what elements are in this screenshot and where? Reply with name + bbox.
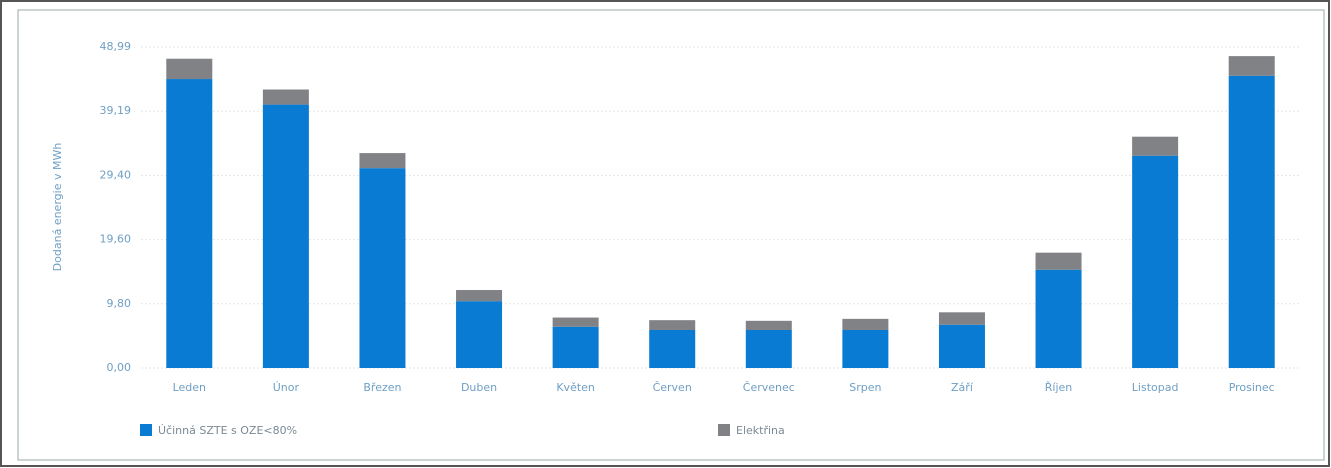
bar-segment <box>359 168 406 368</box>
x-tick-label: Leden <box>173 381 206 394</box>
bar-segment <box>456 301 503 368</box>
x-tick-label: Září <box>951 381 974 394</box>
bar-segment <box>552 326 599 368</box>
y-tick-label: 39,19 <box>100 104 132 117</box>
y-tick-label: 29,40 <box>100 168 132 181</box>
legend-text: Účinná SZTE s OZE<80% <box>158 424 297 437</box>
bar-segment <box>166 79 213 369</box>
bar-segment <box>1228 75 1275 369</box>
bar-segment <box>552 317 599 327</box>
legend-text: Elektřina <box>736 424 785 437</box>
bar-segment <box>649 320 696 330</box>
y-tick-label: 9,80 <box>107 297 132 310</box>
y-axis-label: Dodaná energie v MWh <box>51 143 64 272</box>
bar-segment <box>262 89 309 105</box>
x-tick-label: Únor <box>273 381 300 394</box>
bar-segment <box>842 329 889 368</box>
bar-segment <box>842 318 889 330</box>
legend-swatch <box>718 424 730 436</box>
bar-segment <box>1132 155 1179 368</box>
bar-segment <box>1035 252 1082 270</box>
bar-segment <box>1035 269 1082 368</box>
bar-segment <box>938 312 985 325</box>
bar-segment <box>938 324 985 368</box>
y-tick-label: 48,99 <box>100 40 132 53</box>
x-tick-label: Květen <box>556 381 595 394</box>
x-tick-label: Duben <box>461 381 497 394</box>
chart-frame <box>17 9 1325 461</box>
bar-segment <box>359 153 406 169</box>
bar-segment <box>649 329 696 368</box>
x-tick-label: Červenec <box>743 381 795 394</box>
x-tick-label: Listopad <box>1132 381 1179 394</box>
y-tick-label: 0,00 <box>107 361 132 374</box>
x-tick-label: Srpen <box>849 381 881 394</box>
bar-segment <box>1132 136 1179 156</box>
y-tick-label: 19,60 <box>100 233 132 246</box>
bar-segment <box>262 104 309 369</box>
x-tick-label: Prosinec <box>1229 381 1275 394</box>
x-tick-label: Červen <box>653 381 692 394</box>
x-tick-label: Březen <box>363 381 401 394</box>
bar-segment <box>1228 56 1275 76</box>
bar-segment <box>456 290 503 302</box>
bar-segment <box>745 329 792 368</box>
legend-swatch <box>140 424 152 436</box>
bar-segment <box>745 320 792 330</box>
bar-segment <box>166 58 213 80</box>
x-tick-label: Říjen <box>1045 381 1073 394</box>
